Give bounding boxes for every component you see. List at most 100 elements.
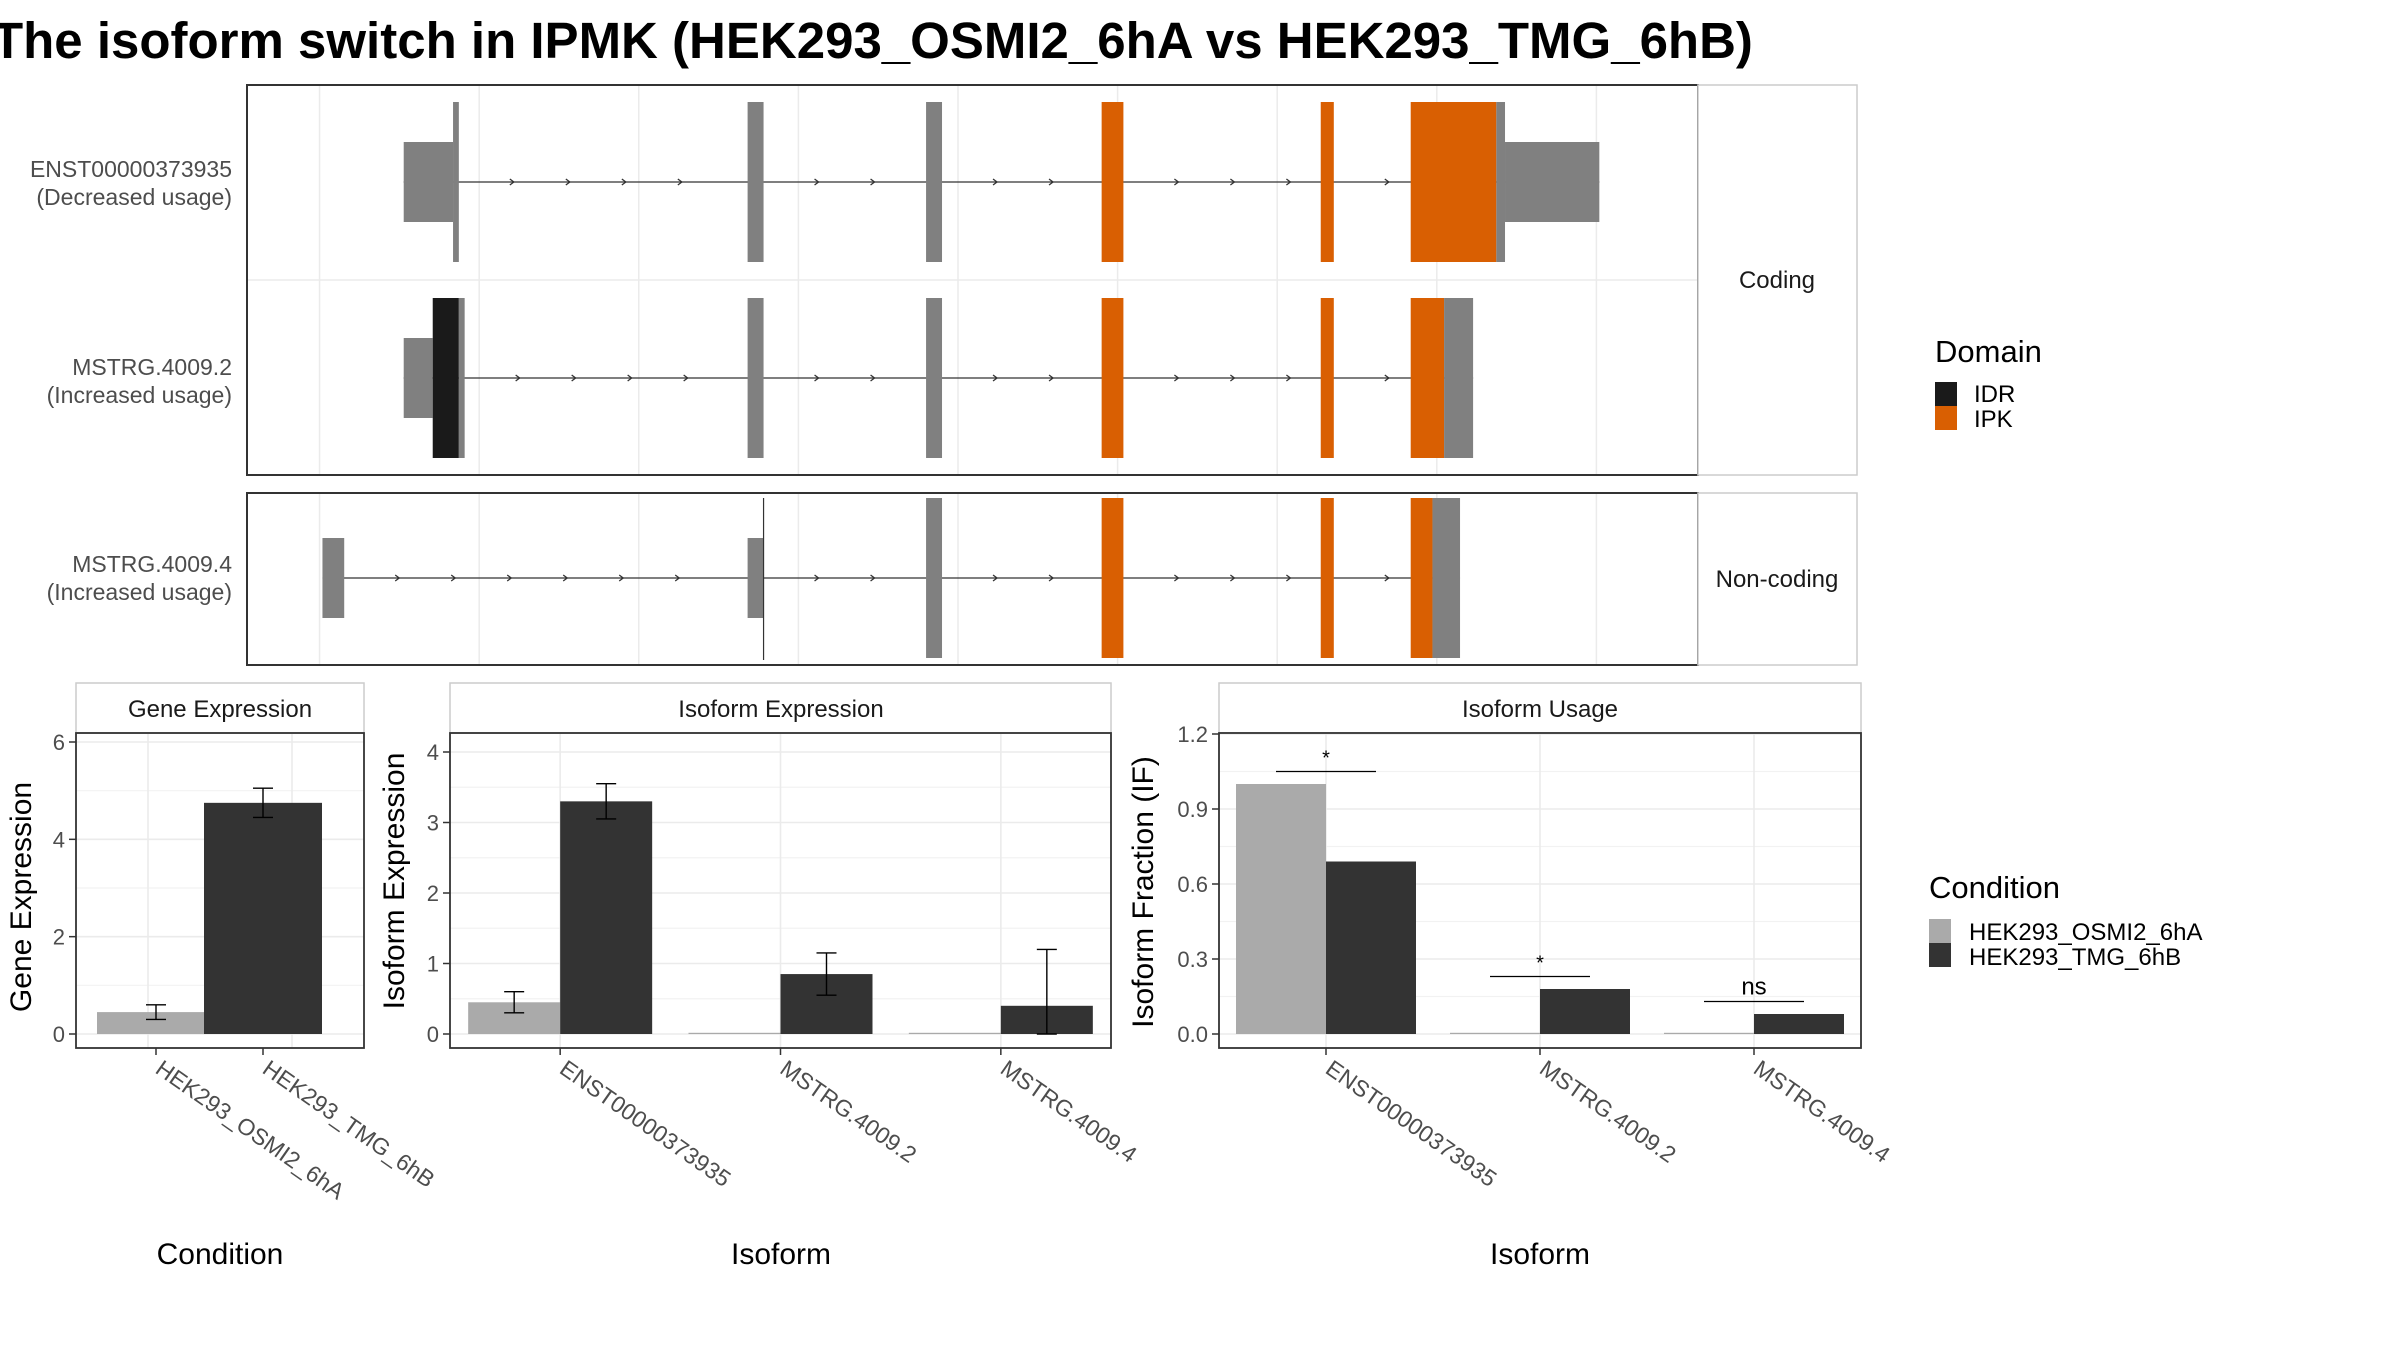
- isoform-label-mstrg-4009-4: MSTRG.4009.4: [72, 551, 232, 577]
- legend-swatch-ipk: [1935, 406, 1957, 430]
- legend-label-osmi2: HEK293_OSMI2_6hA: [1969, 919, 2202, 946]
- y-tick-label: 2: [53, 925, 65, 950]
- isoform-usage-mstrg-4009-4: (Increased usage): [47, 579, 232, 605]
- exon-block-cds: [453, 102, 459, 262]
- noncoding-strip: [1697, 492, 1858, 666]
- intron-arrow: [1230, 574, 1236, 582]
- bar-mstrg-4009-2-hek293-tmg-6hb: [1540, 989, 1630, 1034]
- x-tick-label-enst00000373935: ENST00000373935: [555, 1055, 735, 1192]
- isoform-label-enst00000373935: ENST00000373935: [30, 156, 232, 182]
- y-tick-label: 4: [427, 740, 439, 765]
- coding-panel: Coding ENST00000373935 (Decreased usage)…: [30, 84, 1858, 476]
- intron-arrow: [1230, 374, 1236, 382]
- intron-arrow: [1286, 178, 1292, 186]
- error-bar-enst00000373935-hek293-tmg-6hb: [596, 783, 617, 820]
- intron-arrow: [627, 374, 633, 382]
- intron-arrow: [394, 574, 401, 582]
- intron-arrow: [683, 374, 689, 382]
- y-tick-label: 2: [427, 881, 439, 906]
- coding-strip-label: Coding: [1739, 267, 1815, 294]
- intron-arrow: [1384, 374, 1390, 382]
- intron-arrow: [565, 178, 571, 186]
- error-bar-hek293-osmi2-6ha: [146, 1004, 166, 1021]
- intron-arrow: [571, 374, 577, 382]
- significance-label: *: [1536, 953, 1544, 975]
- x-tick-label-mstrg-4009-2: MSTRG.4009.2: [776, 1055, 922, 1168]
- x-tick-label-mstrg-4009-4: MSTRG.4009.4: [996, 1055, 1142, 1168]
- isoform-usage-title: Isoform Usage: [1462, 696, 1618, 723]
- exon-block-cds: [458, 298, 465, 458]
- intron-arrow: [674, 574, 681, 582]
- y-tick-label: 0.9: [1177, 797, 1208, 822]
- y-tick-label: 0.3: [1177, 947, 1208, 972]
- isoform-expression-xlabel: Isoform: [731, 1238, 831, 1271]
- intron-arrow: [1048, 374, 1055, 382]
- condition-legend-title: Condition: [1929, 870, 2060, 905]
- intron-arrow: [992, 178, 999, 186]
- intron-arrow: [870, 178, 876, 186]
- isoform-expression-ylabel: Isoform Expression: [378, 753, 411, 1010]
- x-tick-label-hek293-osmi2-6ha: HEK293_OSMI2_6hA: [151, 1055, 350, 1205]
- bar-mstrg-4009-4-hek293-tmg-6hb: [1754, 1014, 1844, 1034]
- intron-arrow: [1384, 178, 1390, 186]
- intron-arrow: [870, 574, 876, 582]
- intron-arrow: [450, 574, 457, 582]
- intron-arrow: [506, 574, 513, 582]
- exon-block-ipk: [1320, 298, 1334, 458]
- legend-swatch-tmg: [1929, 943, 1951, 967]
- isoform-usage-mstrg-4009-2: (Increased usage): [47, 382, 232, 408]
- intron-arrow: [1174, 178, 1180, 186]
- exon-block-cds: [926, 102, 943, 262]
- y-tick-label: 3: [427, 811, 439, 836]
- exon-block-ipk: [1101, 298, 1124, 458]
- error-bar-hek293-tmg-6hb: [253, 787, 273, 819]
- intron-arrow: [1174, 374, 1180, 382]
- significance-label: ns: [1741, 974, 1766, 1001]
- gene-expression-strip: [75, 682, 365, 734]
- intron-arrow: [1384, 574, 1390, 582]
- bar-mstrg-4009-4-hek293-osmi2-6ha: [908, 1032, 1001, 1034]
- gene-expression-xlabel: Condition: [157, 1238, 284, 1271]
- y-tick-label: 6: [53, 730, 65, 755]
- noncoding-panel: Non-coding MSTRG.4009.4 (Increased usage…: [47, 492, 1858, 666]
- exon-block-ipk: [1410, 298, 1445, 458]
- intron-arrow: [992, 574, 999, 582]
- exon-block-utr: [403, 338, 433, 418]
- exon-block-ipk: [1101, 102, 1124, 262]
- significance-label: *: [1322, 748, 1330, 770]
- intron-arrow: [814, 178, 820, 186]
- intron-arrow: [1230, 178, 1236, 186]
- exon-block-cds: [1432, 498, 1461, 658]
- exon-block-utr: [322, 538, 345, 618]
- isoform-track-enst00000373935: [403, 102, 1600, 262]
- exon-block-cds: [926, 298, 943, 458]
- exon-block-cds: [747, 102, 764, 262]
- exon-block-ipk: [1410, 102, 1497, 262]
- error-bar-enst00000373935-hek293-osmi2-6ha: [504, 991, 525, 1014]
- exon-block-ipk: [1410, 498, 1433, 658]
- isoform-expression-plot: 0 1 2 3 4 ENST00000373935 MSTRG.4009.2 MSTRG.40…: [427, 732, 1142, 1192]
- isoform-usage-xlabel: Isoform: [1490, 1238, 1590, 1271]
- error-bar-mstrg-4009-2-hek293-tmg-6hb: [816, 952, 837, 996]
- bar-hek293-tmg-6hb: [204, 802, 322, 1034]
- intron-arrow: [621, 178, 627, 186]
- gene-expression-title: Gene Expression: [128, 696, 312, 723]
- coding-strip: [1697, 84, 1858, 476]
- y-tick-label: 0: [427, 1022, 439, 1047]
- isoform-track-mstrg-4009-2: [403, 298, 1474, 458]
- isoform-expression-title: Isoform Expression: [678, 696, 883, 723]
- structure-panels: Coding ENST00000373935 (Decreased usage)…: [30, 84, 1858, 666]
- intron-arrow: [509, 178, 515, 186]
- isoform-usage-chart: Isoform Usage * * ns 0.0 0.3 0.6 0.9 1.2 ENST000…: [1127, 682, 1895, 1271]
- intron-arrow: [677, 178, 683, 186]
- exon-block-utr: [1505, 142, 1600, 222]
- legend-label-tmg: HEK293_TMG_6hB: [1969, 944, 2181, 971]
- exon-block-cds: [747, 298, 764, 458]
- noncoding-gridlines: [318, 494, 1598, 664]
- bar-mstrg-4009-2-hek293-osmi2-6ha: [1450, 1032, 1540, 1034]
- intron-arrow: [1174, 574, 1180, 582]
- intron-arrow: [992, 374, 999, 382]
- noncoding-strip-label: Non-coding: [1716, 566, 1839, 593]
- bar-mstrg-4009-2-hek293-osmi2-6ha: [688, 1032, 781, 1034]
